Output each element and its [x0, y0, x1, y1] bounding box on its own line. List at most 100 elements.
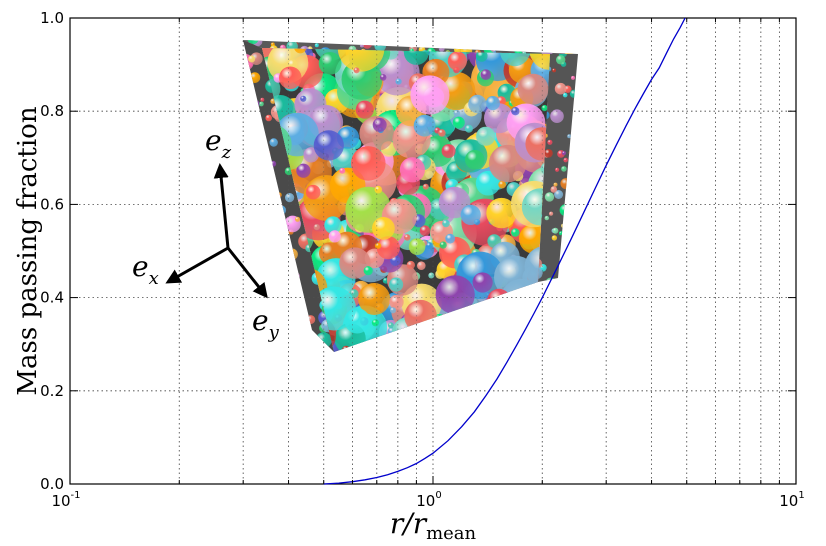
x-tick-label: 100 [416, 490, 441, 510]
sphere [545, 46, 551, 52]
sphere [262, 124, 263, 134]
sphere [375, 242, 382, 249]
sphere [439, 241, 447, 249]
sphere [574, 119, 578, 127]
sphere [544, 215, 549, 221]
sphere [512, 307, 519, 315]
sphere [272, 226, 283, 237]
sphere [428, 272, 435, 279]
sphere [498, 40, 504, 46]
sphere [355, 100, 374, 119]
sphere [273, 226, 287, 241]
sphere [262, 127, 263, 134]
sphere [445, 48, 453, 49]
sphere [278, 309, 287, 318]
particle-cube-image [238, 34, 578, 352]
sphere [262, 216, 291, 255]
sphere [513, 45, 523, 54]
sphere [438, 129, 446, 137]
sphere [460, 204, 481, 225]
sphere [243, 248, 251, 260]
sphere [262, 156, 269, 176]
sphere [410, 329, 418, 336]
sphere [536, 313, 544, 321]
sphere [273, 192, 281, 200]
sphere [393, 337, 400, 344]
sphere [342, 345, 350, 352]
sphere [536, 323, 550, 344]
sphere [420, 42, 425, 47]
sphere [262, 257, 273, 269]
sphere [372, 117, 387, 132]
sphere [551, 235, 558, 241]
sphere [276, 192, 282, 198]
sphere [263, 260, 272, 269]
sphere [288, 342, 296, 350]
sphere [259, 101, 264, 107]
sphere [315, 344, 331, 352]
sphere [403, 48, 429, 65]
sphere [438, 316, 446, 324]
sphere [544, 192, 555, 202]
sphere [490, 46, 496, 52]
sphere [485, 96, 500, 111]
sphere [498, 180, 507, 189]
y-tick-label: 1.0 [40, 9, 64, 27]
sphere [264, 150, 271, 157]
sphere [248, 55, 256, 63]
sphere [359, 43, 364, 48]
sphere [561, 223, 566, 228]
sphere [252, 244, 260, 251]
sphere [273, 242, 279, 249]
sphere [251, 100, 260, 108]
sphere [246, 137, 258, 149]
sphere [376, 236, 400, 260]
sphere [571, 246, 578, 254]
sphere [487, 42, 491, 46]
sphere [250, 161, 255, 166]
sphere [428, 34, 432, 38]
sphere [576, 264, 578, 269]
sphere [250, 232, 269, 251]
sphere [372, 35, 376, 39]
sphere [552, 227, 559, 234]
sphere [254, 274, 259, 279]
sphere [238, 231, 242, 235]
x-tick-label: 101 [779, 490, 804, 510]
sphere [271, 34, 276, 39]
sphere [273, 283, 285, 294]
sphere [560, 178, 572, 190]
sphere [419, 225, 431, 236]
sphere [298, 311, 304, 317]
sphere [311, 35, 315, 39]
y-tick-label: 0.2 [40, 382, 64, 400]
sphere [371, 319, 379, 327]
sphere [533, 312, 549, 328]
sphere [305, 334, 317, 346]
sphere [534, 314, 547, 327]
sphere [435, 275, 475, 315]
sphere [244, 143, 251, 149]
sphere [259, 231, 264, 237]
y-tick-label: 0.8 [40, 102, 64, 120]
sphere [469, 346, 476, 352]
sphere [245, 122, 250, 127]
sphere [243, 126, 249, 139]
sphere [288, 330, 298, 339]
sphere [262, 274, 269, 286]
sphere [339, 167, 346, 174]
sphere [418, 40, 428, 41]
sphere [294, 48, 307, 54]
sphere [281, 249, 293, 261]
sphere [486, 197, 517, 229]
sphere [569, 276, 576, 282]
sphere [416, 334, 453, 352]
sphere [562, 151, 566, 156]
sphere [248, 190, 258, 200]
sphere [271, 242, 290, 260]
sphere [442, 319, 482, 352]
sphere [445, 40, 456, 43]
sphere [270, 253, 287, 270]
sphere [296, 40, 301, 43]
